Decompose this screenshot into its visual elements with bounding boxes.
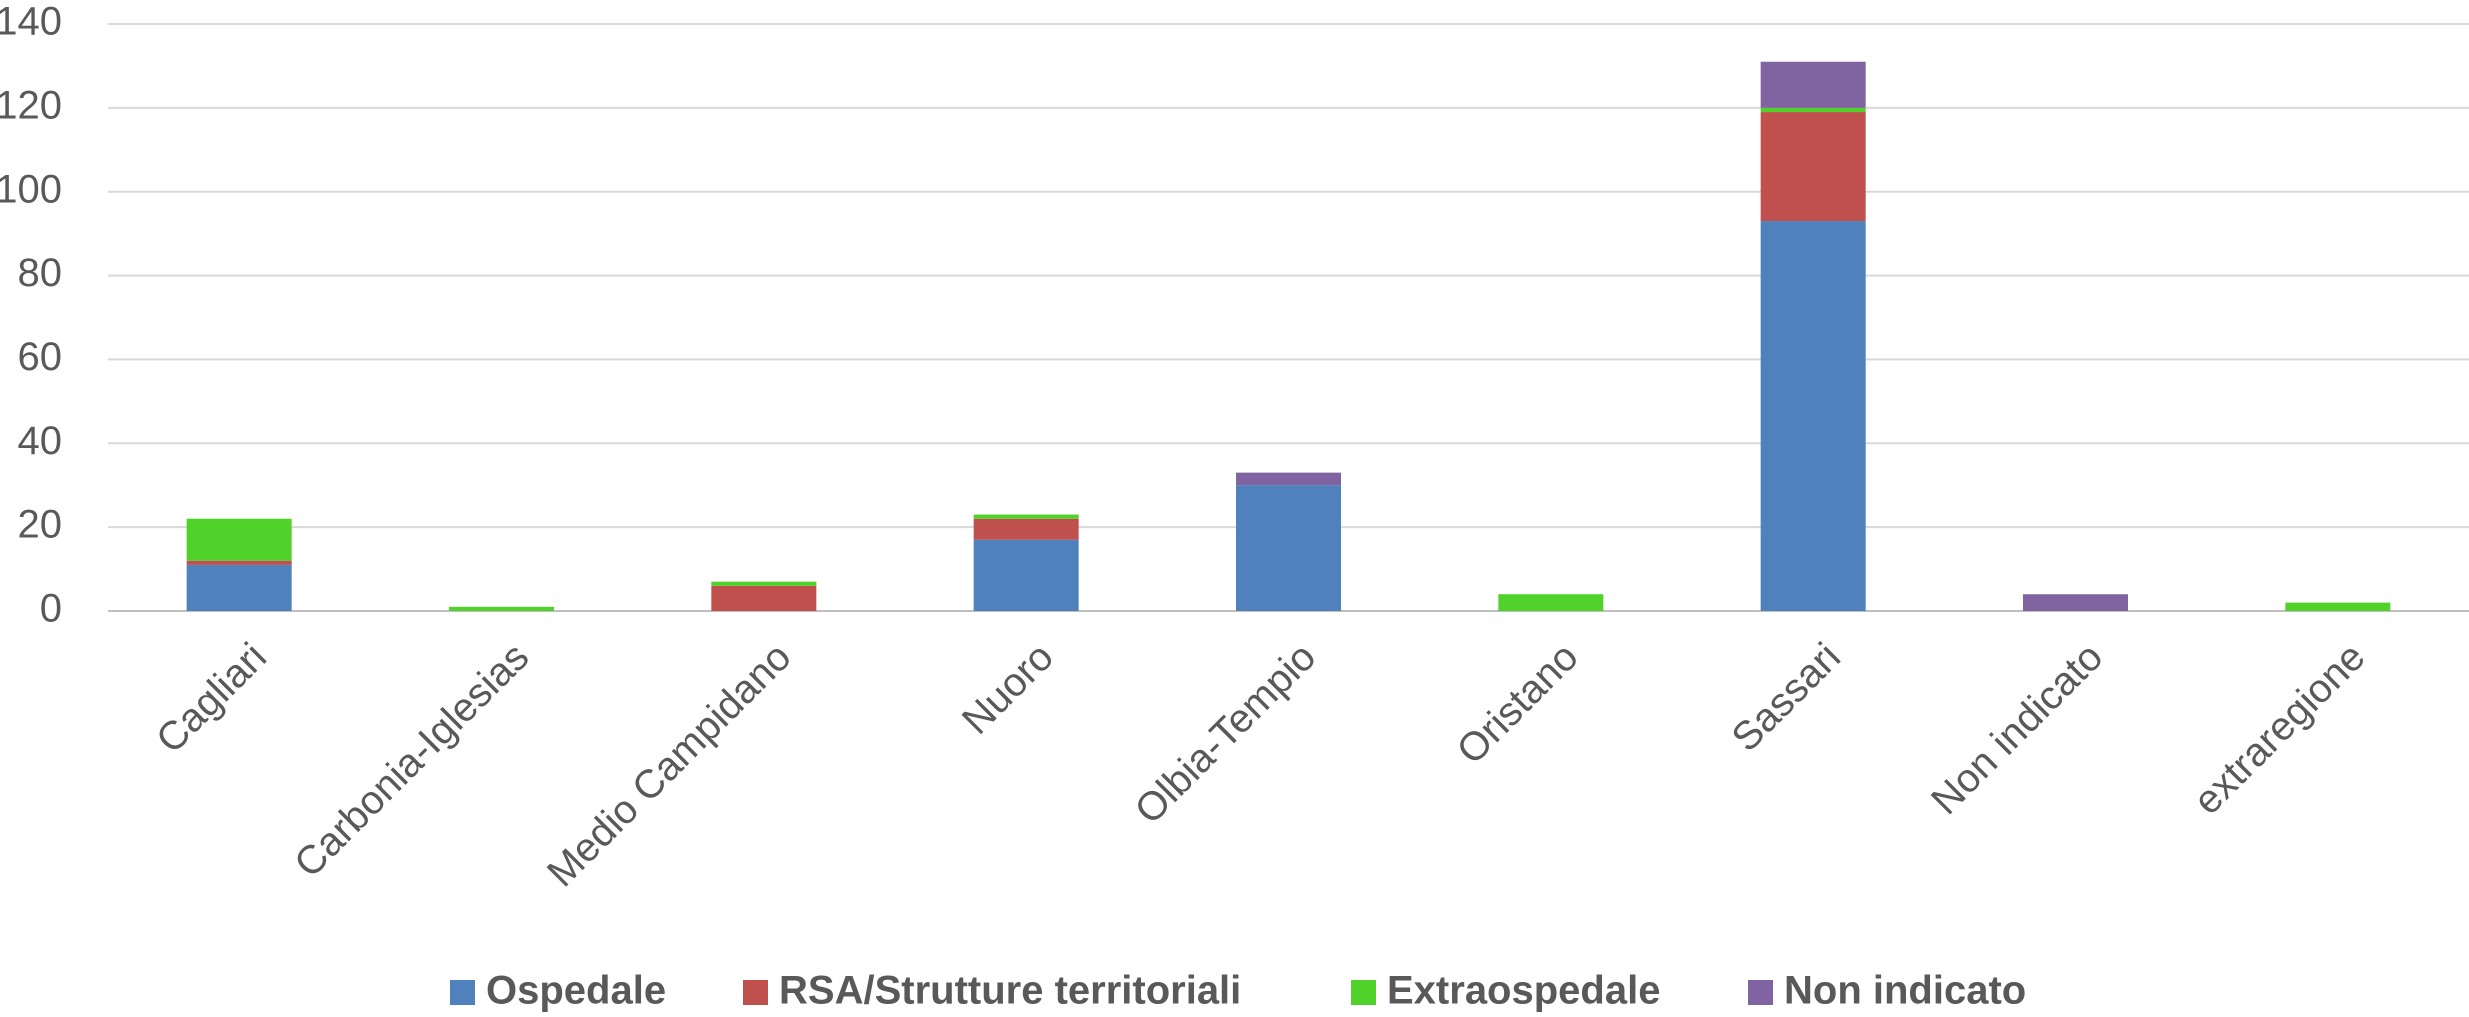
y-tick-label: 20 (18, 503, 63, 547)
y-tick-label: 40 (18, 419, 63, 463)
legend-swatch (1748, 980, 1773, 1005)
legend-swatch (1351, 980, 1376, 1005)
y-tick-label: 0 (40, 587, 62, 631)
bar-segment (449, 606, 554, 611)
bar-segment (973, 518, 1079, 540)
y-tick-label: 120 (0, 83, 62, 127)
x-tick-label: Nuoro (954, 635, 1062, 743)
bar-segment (2285, 602, 2391, 611)
bar-segment (1760, 107, 1866, 113)
bar-segment (1236, 485, 1341, 611)
legend-label: Ospedale (486, 969, 666, 1013)
bar-segment (1760, 221, 1866, 612)
bar-segment (973, 539, 1079, 611)
y-tick-label: 100 (0, 167, 62, 211)
legend-swatch (450, 980, 475, 1005)
x-tick-label: Olbia-Tempio (1127, 635, 1325, 833)
x-tick-label: extraregione (2185, 635, 2373, 823)
y-tick-label: 80 (18, 251, 63, 295)
bar-segment (186, 518, 292, 561)
bar-segment (1760, 61, 1866, 108)
y-tick-label: 60 (18, 335, 63, 379)
x-tick-label: Oristano (1449, 635, 1587, 773)
x-tick-label: Carbonia-Iglesias (286, 635, 537, 886)
legend-label: Extraospedale (1387, 969, 1660, 1013)
legend-label: Non indicato (1784, 969, 2026, 1013)
bar-segment (186, 560, 292, 565)
y-tick-label: 140 (0, 0, 62, 44)
bar-segment (711, 585, 817, 611)
bar-segment (973, 514, 1079, 519)
bar-segment (1236, 472, 1341, 486)
x-tick-label: Cagliari (148, 635, 275, 762)
bar-segment (1760, 112, 1866, 222)
bar-segment (186, 564, 292, 611)
x-tick-label: Non indicato (1923, 635, 2111, 823)
legend-label: RSA/Strutture territoriali (779, 969, 1241, 1013)
bar-segment (1498, 594, 1604, 611)
x-tick-label: Medio Campidano (539, 635, 800, 896)
x-tick-label: Sassari (1724, 635, 1849, 760)
legend-swatch (743, 980, 768, 1005)
bar-segment (711, 581, 817, 586)
bar-segment (2023, 594, 2128, 611)
